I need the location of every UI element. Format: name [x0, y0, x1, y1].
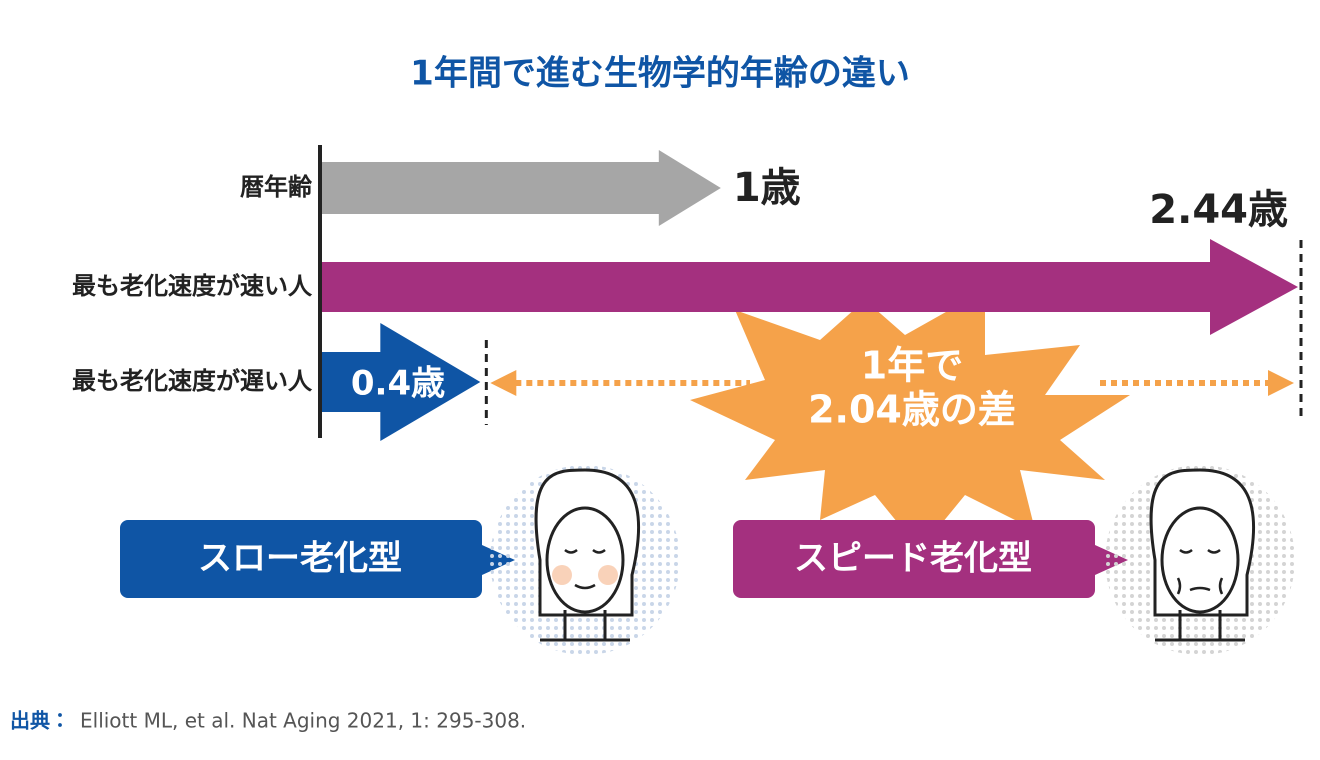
row-label: 最も老化速度が遅い人 — [72, 367, 313, 395]
difference-head — [490, 370, 517, 396]
arrow-bar — [320, 323, 481, 441]
value-label: 2.44歳 — [1149, 187, 1288, 233]
row-label: 暦年齢 — [240, 173, 312, 201]
face-fast — [1105, 465, 1295, 655]
chart-title: 1年間で進む生物学的年齢の違い — [410, 54, 910, 94]
starburst — [690, 290, 1130, 550]
value-label: 1歳 — [733, 165, 801, 211]
type-badge — [120, 520, 515, 598]
annotation: 2.04歳の差 — [808, 388, 1016, 432]
row-label: 最も老化速度が速い人 — [72, 272, 313, 300]
source: Elliott ML, et al. Nat Aging 2021, 1: 29… — [80, 709, 526, 733]
type-badge — [733, 520, 1128, 598]
type-label: スロー老化型 — [198, 539, 402, 579]
type-label: スピード老化型 — [794, 539, 1032, 579]
value-label: 0.4歳 — [351, 364, 445, 404]
face-slow — [490, 465, 680, 655]
source-label: 出典： — [10, 709, 70, 733]
annotation: 1年で — [861, 344, 963, 388]
difference-head — [1268, 370, 1294, 396]
arrow-bar — [320, 150, 721, 226]
arrow-bar — [320, 239, 1298, 335]
